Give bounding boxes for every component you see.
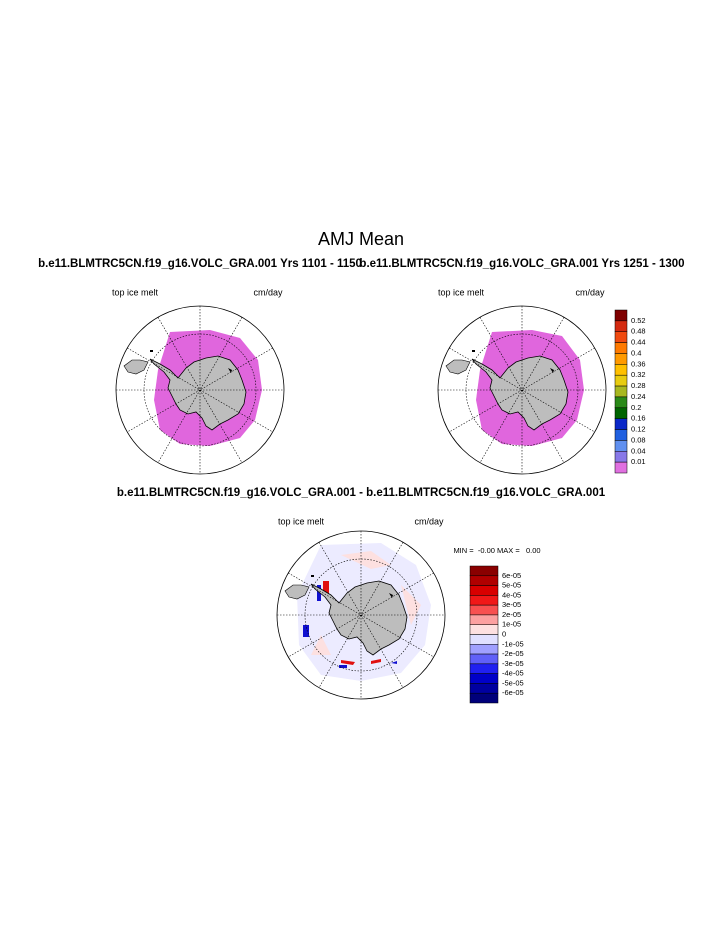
colorbar-box (469, 692, 499, 704)
panel-right-label: cm/day (414, 516, 444, 526)
colorbar-box (614, 353, 628, 365)
colorbar-box (614, 385, 628, 398)
colorbar-label: 0.44 (631, 338, 646, 347)
colorbar-label: -1e-05 (502, 639, 524, 648)
colorbar-box (614, 320, 628, 332)
colorbar-box (614, 364, 628, 376)
figure-title: AMJ Mean (318, 229, 404, 249)
colorbar-label: 3e-05 (502, 600, 521, 609)
polar-map (115, 305, 285, 475)
colorbar-box (469, 673, 499, 684)
polar-map (437, 305, 607, 475)
panel-left-label: top ice melt (112, 287, 159, 297)
colorbar-box (614, 440, 628, 452)
colorbar-label: 5e-05 (502, 581, 521, 590)
panel-left-label: top ice melt (278, 516, 325, 526)
panel-right-label: cm/day (575, 287, 605, 297)
colorbar-box (614, 451, 628, 463)
colorbar-label: -6e-05 (502, 688, 524, 697)
colorbar-label: -3e-05 (502, 659, 524, 668)
colorbar-box (614, 407, 628, 419)
colorbar: 0.52 0.48 0.440.4 0.36 0.32 0.28 0.24 0.2 0.16 0.… (614, 309, 646, 474)
panel: b.e11.BLMTRC5CN.f19_g16.VOLC_GRA.001 Yrs… (38, 258, 362, 475)
colorbar-box (469, 604, 499, 616)
polar-map (276, 530, 446, 700)
stats-label: MIN = -0.00 MAX = 0.00 (453, 546, 540, 555)
colorbar-box (614, 309, 628, 322)
colorbar-box (614, 461, 628, 474)
colorbar-label: 0.32 (631, 370, 646, 379)
panel: b.e11.BLMTRC5CN.f19_g16.VOLC_GRA.001 Yrs… (359, 258, 685, 475)
colorbar-label: 0.01 (631, 457, 646, 466)
colorbar-box (614, 374, 628, 387)
colorbar-label: 2e-05 (502, 610, 521, 619)
panel-right-label: cm/day (253, 287, 283, 297)
colorbar-label: 0.16 (631, 414, 646, 423)
colorbar-box (469, 585, 499, 596)
colorbar-box (469, 683, 499, 694)
colorbar-label: 0.4 (631, 348, 641, 357)
colorbar-label: -5e-05 (502, 678, 524, 687)
colorbar-label: 0.52 (631, 316, 646, 325)
colorbar-box (614, 342, 628, 354)
panel-subtitle: b.e11.BLMTRC5CN.f19_g16.VOLC_GRA.001 - b… (117, 487, 606, 499)
colorbar-box (469, 614, 499, 625)
colorbar-label: 0.2 (631, 403, 641, 412)
colorbar-box (614, 396, 628, 409)
panel: b.e11.BLMTRC5CN.f19_g16.VOLC_GRA.001 - b… (117, 487, 606, 700)
colorbar-label: 0.04 (631, 446, 646, 455)
colorbar-label: 0.36 (631, 359, 646, 368)
colorbar-label: 0 (502, 629, 506, 638)
colorbar-box (469, 575, 499, 586)
colorbar-label: 0.24 (631, 392, 646, 401)
colorbar-box (469, 663, 499, 674)
colorbar-box (469, 653, 499, 665)
panel-subtitle: b.e11.BLMTRC5CN.f19_g16.VOLC_GRA.001 Yrs… (359, 258, 684, 270)
colorbar-box (469, 565, 499, 577)
colorbar-box (469, 634, 499, 645)
colorbar-label: 0.28 (631, 381, 646, 390)
colorbar-box (614, 418, 628, 430)
colorbar-label: 0.12 (631, 425, 646, 434)
colorbar-label: 1e-05 (502, 620, 521, 629)
colorbar-box (469, 644, 499, 655)
colorbar: 6e-055e-054e-053e-052e-051e-050-1e-05-2e… (469, 565, 524, 704)
colorbar-label: -2e-05 (502, 649, 524, 658)
colorbar-box (469, 624, 499, 635)
colorbar-box (614, 429, 628, 441)
panel-left-label: top ice melt (438, 287, 485, 297)
colorbar-label: 6e-05 (502, 571, 521, 580)
colorbar-label: 0.48 (631, 327, 646, 336)
colorbar-label: -4e-05 (502, 669, 524, 678)
colorbar-label: 4e-05 (502, 590, 521, 599)
colorbar-label: 0.08 (631, 435, 646, 444)
panel-subtitle: b.e11.BLMTRC5CN.f19_g16.VOLC_GRA.001 Yrs… (38, 258, 362, 270)
colorbar-box (469, 595, 499, 606)
colorbar-box (614, 331, 628, 343)
